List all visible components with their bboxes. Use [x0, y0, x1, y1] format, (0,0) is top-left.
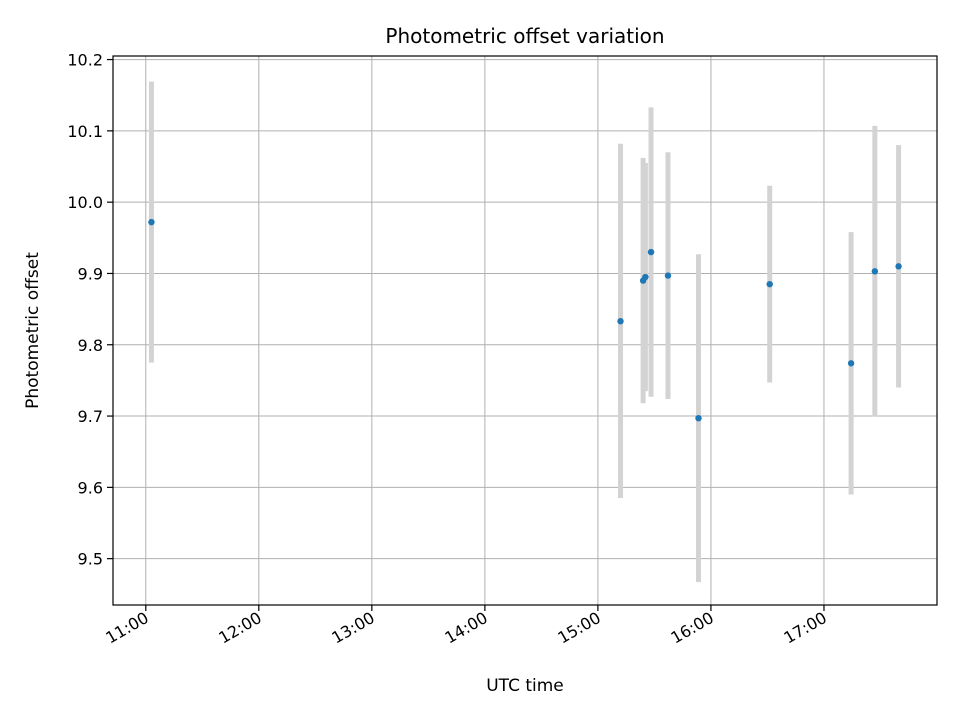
data-point [766, 280, 773, 288]
plot-frame [112, 55, 938, 606]
y-tick-label: 9.9 [78, 264, 103, 283]
error-bars [148, 81, 902, 583]
y-axis-ticks: 9.5 9.6 9.7 9.8 9.9 10.0 10.1 10.2 [67, 51, 113, 569]
grid [113, 56, 937, 605]
x-tick-label: 16:00 [668, 608, 717, 648]
data-point [647, 248, 655, 256]
data-point [895, 263, 902, 270]
data-point [664, 272, 672, 279]
data-point [642, 273, 649, 281]
data-point [148, 218, 155, 226]
y-tick-label: 9.5 [78, 550, 103, 569]
x-tick-label: 17:00 [781, 608, 830, 648]
data-points [148, 218, 902, 422]
y-axis-label: Photometric offset [23, 252, 43, 409]
x-axis-label: UTC time [486, 676, 564, 696]
data-point [617, 318, 624, 325]
y-tick-label: 10.2 [67, 51, 103, 70]
y-tick-label: 9.6 [78, 478, 103, 497]
x-tick-label: 12:00 [215, 608, 264, 648]
x-axis-ticks: 11:00 12:00 13:00 14:00 15:00 16:00 17:00 [102, 605, 830, 648]
y-tick-label: 9.8 [78, 336, 103, 355]
x-tick-label: 11:00 [102, 608, 151, 648]
data-point [847, 360, 855, 367]
y-tick-label: 10.0 [67, 193, 103, 212]
y-tick-label: 9.7 [78, 407, 103, 426]
x-tick-label: 13:00 [328, 608, 377, 648]
y-tick-label: 10.1 [67, 122, 103, 141]
x-tick-label: 15:00 [554, 608, 603, 648]
chart-title: Photometric offset variation [385, 24, 664, 48]
x-tick-label: 14:00 [441, 608, 490, 648]
data-point [695, 414, 702, 422]
data-point [871, 268, 879, 275]
